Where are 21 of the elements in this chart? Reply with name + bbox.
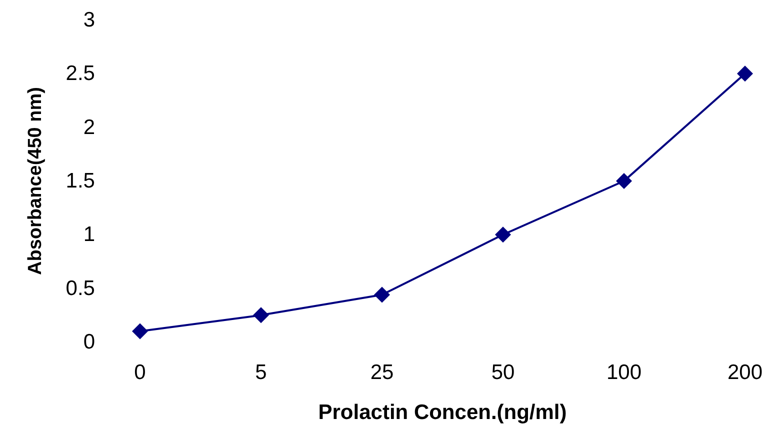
point (374, 286, 390, 303)
y-tick-label: 0.5 (66, 276, 95, 300)
x-tick-label: 100 (606, 361, 642, 384)
x-tick-label: 25 (370, 361, 394, 384)
y-tick-label: 2.5 (66, 62, 95, 86)
x-axis-title: Prolactin Concen.(ng/ml) (318, 401, 567, 424)
x-tick-label: 200 (727, 361, 763, 384)
y-tick-label: 1.5 (66, 170, 95, 192)
y-tick-label: 2 (83, 116, 95, 139)
y-axis-title: Absorbance(450 nm) (25, 87, 46, 275)
point (737, 66, 753, 82)
y-tick-label: 1 (83, 223, 95, 246)
x-tick-label: 5 (255, 361, 267, 384)
y-tick-label: 0 (83, 330, 95, 354)
x-tick-label: 0 (134, 361, 146, 384)
y-tick-label: 3 (83, 8, 95, 32)
point (253, 307, 269, 324)
point (616, 173, 632, 189)
point (495, 226, 511, 243)
point (132, 323, 148, 340)
x-tick-label: 50 (491, 361, 515, 384)
